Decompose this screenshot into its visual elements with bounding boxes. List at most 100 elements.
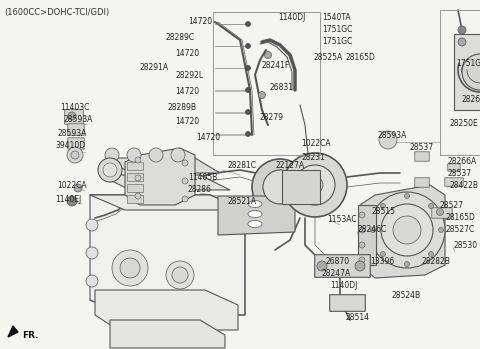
Polygon shape <box>105 158 220 173</box>
Circle shape <box>245 66 251 70</box>
Circle shape <box>259 91 265 98</box>
Text: 28527C: 28527C <box>445 225 474 235</box>
Circle shape <box>264 52 272 59</box>
Text: 11405B: 11405B <box>188 173 217 183</box>
Text: 1022CA: 1022CA <box>57 180 86 190</box>
Bar <box>213 12 320 155</box>
Text: 26870: 26870 <box>325 257 349 266</box>
Text: 28282B: 28282B <box>421 258 450 267</box>
Circle shape <box>393 216 421 244</box>
Ellipse shape <box>248 200 262 208</box>
Circle shape <box>405 193 409 199</box>
Text: 14720: 14720 <box>175 118 199 126</box>
Text: 22127A: 22127A <box>275 161 304 170</box>
Circle shape <box>245 22 251 27</box>
FancyBboxPatch shape <box>445 178 463 186</box>
FancyBboxPatch shape <box>415 152 429 161</box>
FancyBboxPatch shape <box>448 164 460 171</box>
Bar <box>127 184 143 192</box>
Text: 1022CA: 1022CA <box>301 139 331 148</box>
Circle shape <box>98 158 122 182</box>
Text: 28266A: 28266A <box>447 156 476 165</box>
FancyBboxPatch shape <box>432 208 452 218</box>
Text: 28286: 28286 <box>188 186 212 194</box>
Circle shape <box>86 247 98 259</box>
Circle shape <box>86 275 98 287</box>
FancyBboxPatch shape <box>455 35 480 111</box>
Polygon shape <box>360 185 445 278</box>
Text: 28515: 28515 <box>371 208 395 216</box>
Text: 28231: 28231 <box>302 154 326 163</box>
Polygon shape <box>100 175 230 190</box>
Text: 13396: 13396 <box>370 257 394 266</box>
Text: 14720: 14720 <box>175 50 199 59</box>
Circle shape <box>245 44 251 49</box>
Text: 28537: 28537 <box>447 170 471 178</box>
FancyBboxPatch shape <box>315 255 370 277</box>
Circle shape <box>135 193 141 199</box>
Circle shape <box>182 160 188 166</box>
Text: 28279: 28279 <box>260 113 284 122</box>
Text: 1140EJ: 1140EJ <box>55 195 81 205</box>
Text: 28527: 28527 <box>440 200 464 209</box>
Polygon shape <box>90 195 245 315</box>
Circle shape <box>245 110 251 114</box>
Circle shape <box>369 192 445 268</box>
Text: 39410D: 39410D <box>55 141 85 150</box>
Circle shape <box>317 261 327 271</box>
Circle shape <box>135 157 141 163</box>
Bar <box>440 10 480 155</box>
Ellipse shape <box>248 210 262 217</box>
Text: 26831: 26831 <box>270 82 294 91</box>
Circle shape <box>462 54 480 90</box>
FancyBboxPatch shape <box>68 138 84 149</box>
Text: 28281C: 28281C <box>228 161 257 170</box>
Circle shape <box>359 257 365 263</box>
Text: 1540TA: 1540TA <box>322 14 350 22</box>
Text: 28593A: 28593A <box>64 116 94 125</box>
Circle shape <box>405 261 409 267</box>
Circle shape <box>166 261 194 289</box>
Circle shape <box>112 250 148 286</box>
Text: 1153AC: 1153AC <box>327 215 357 224</box>
FancyBboxPatch shape <box>65 110 84 124</box>
Bar <box>127 195 143 203</box>
Circle shape <box>252 159 308 215</box>
Circle shape <box>182 196 188 202</box>
Circle shape <box>381 252 385 257</box>
Circle shape <box>461 66 469 74</box>
Text: 28266: 28266 <box>462 96 480 104</box>
Text: 28250E: 28250E <box>449 119 478 127</box>
Circle shape <box>359 227 365 233</box>
Text: 28593A: 28593A <box>378 132 408 141</box>
Circle shape <box>182 178 188 184</box>
Text: 28593A: 28593A <box>58 128 87 138</box>
Text: 1140DJ: 1140DJ <box>330 281 358 290</box>
Circle shape <box>127 148 141 162</box>
Circle shape <box>245 132 251 136</box>
Bar <box>127 162 143 170</box>
Text: 28289C: 28289C <box>165 34 194 43</box>
Circle shape <box>429 203 433 208</box>
Circle shape <box>263 170 297 204</box>
Circle shape <box>68 112 76 120</box>
Circle shape <box>67 196 77 206</box>
Polygon shape <box>90 195 245 210</box>
Text: 28537: 28537 <box>410 143 434 153</box>
Circle shape <box>74 184 82 192</box>
Text: 1751GC: 1751GC <box>322 25 352 35</box>
Text: 28165D: 28165D <box>446 214 476 223</box>
Polygon shape <box>8 326 18 337</box>
Circle shape <box>359 212 365 218</box>
Bar <box>127 173 143 181</box>
Circle shape <box>172 267 188 283</box>
Circle shape <box>371 228 375 232</box>
Text: 1751GC: 1751GC <box>322 37 352 46</box>
Circle shape <box>307 177 323 193</box>
Circle shape <box>436 208 444 215</box>
Circle shape <box>171 148 185 162</box>
Circle shape <box>103 163 117 177</box>
Text: 28289B: 28289B <box>168 103 197 111</box>
Text: 1140DJ: 1140DJ <box>278 14 305 22</box>
Bar <box>282 170 320 204</box>
